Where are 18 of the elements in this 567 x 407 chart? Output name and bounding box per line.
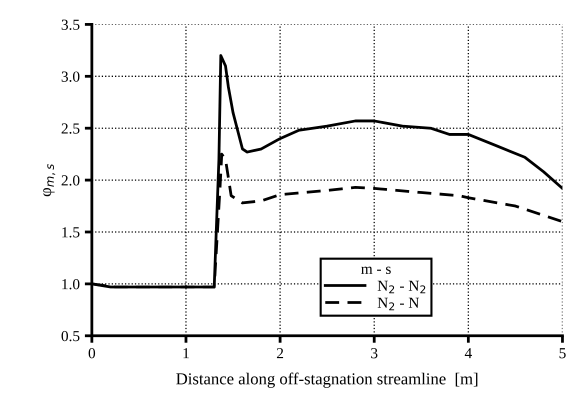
y-tick-label: 2.5: [62, 123, 80, 134]
y-axis-title: φ$_{m,s}$: [43, 164, 56, 196]
y-tick-label: 3.0: [62, 71, 80, 82]
y-tick-label: 1.0: [62, 279, 80, 290]
x-axis-title: Distance along off-stagnation streamline [m]: [176, 372, 478, 388]
legend-label: N$_{2}$ - N$_{2}$: [378, 280, 426, 294]
x-tick-label: 3: [371, 348, 378, 358]
y-tick-label: 1.5: [62, 227, 80, 238]
y-tick-label: 2.0: [62, 175, 80, 186]
x-tick-label: 2: [276, 348, 284, 358]
x-tick-label: 4: [464, 348, 472, 358]
y-tick-label: 0.5: [62, 330, 80, 342]
legend-title: m - s: [361, 266, 391, 274]
x-tick-label: 1: [184, 348, 189, 358]
x-tick-label: 0: [88, 348, 96, 358]
x-tick-label: 5: [560, 348, 566, 358]
y-tick-label: 3.5: [62, 20, 80, 30]
legend-label: N$_{2}$ - N: [378, 298, 420, 310]
